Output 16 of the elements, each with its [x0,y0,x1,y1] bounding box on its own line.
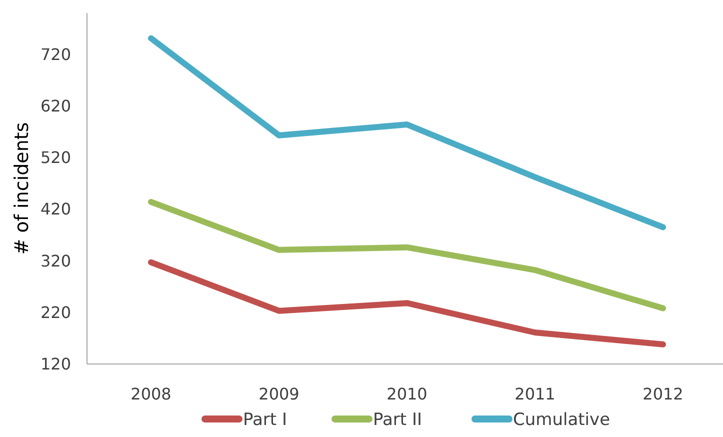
y-axis-title: # of incidents [11,122,33,255]
y-tick-label: 720 [40,44,71,64]
y-tick-label: 120 [40,354,71,374]
x-tick-label: 2011 [514,384,556,404]
x-tick-label: 2010 [386,384,428,404]
legend-label: Part II [373,410,422,430]
legend-label: Cumulative [513,410,610,430]
y-tick-label: 220 [40,302,71,322]
y-tick-label: 520 [40,148,71,168]
y-tick-label: 320 [40,251,71,270]
y-tick-label: 620 [40,96,71,116]
x-tick-label: 2009 [258,384,300,404]
legend-label: Part I [243,410,287,430]
x-tick-label: 2012 [642,384,684,404]
x-tick-label: 2008 [130,384,172,404]
y-tick-label: 420 [40,200,71,219]
